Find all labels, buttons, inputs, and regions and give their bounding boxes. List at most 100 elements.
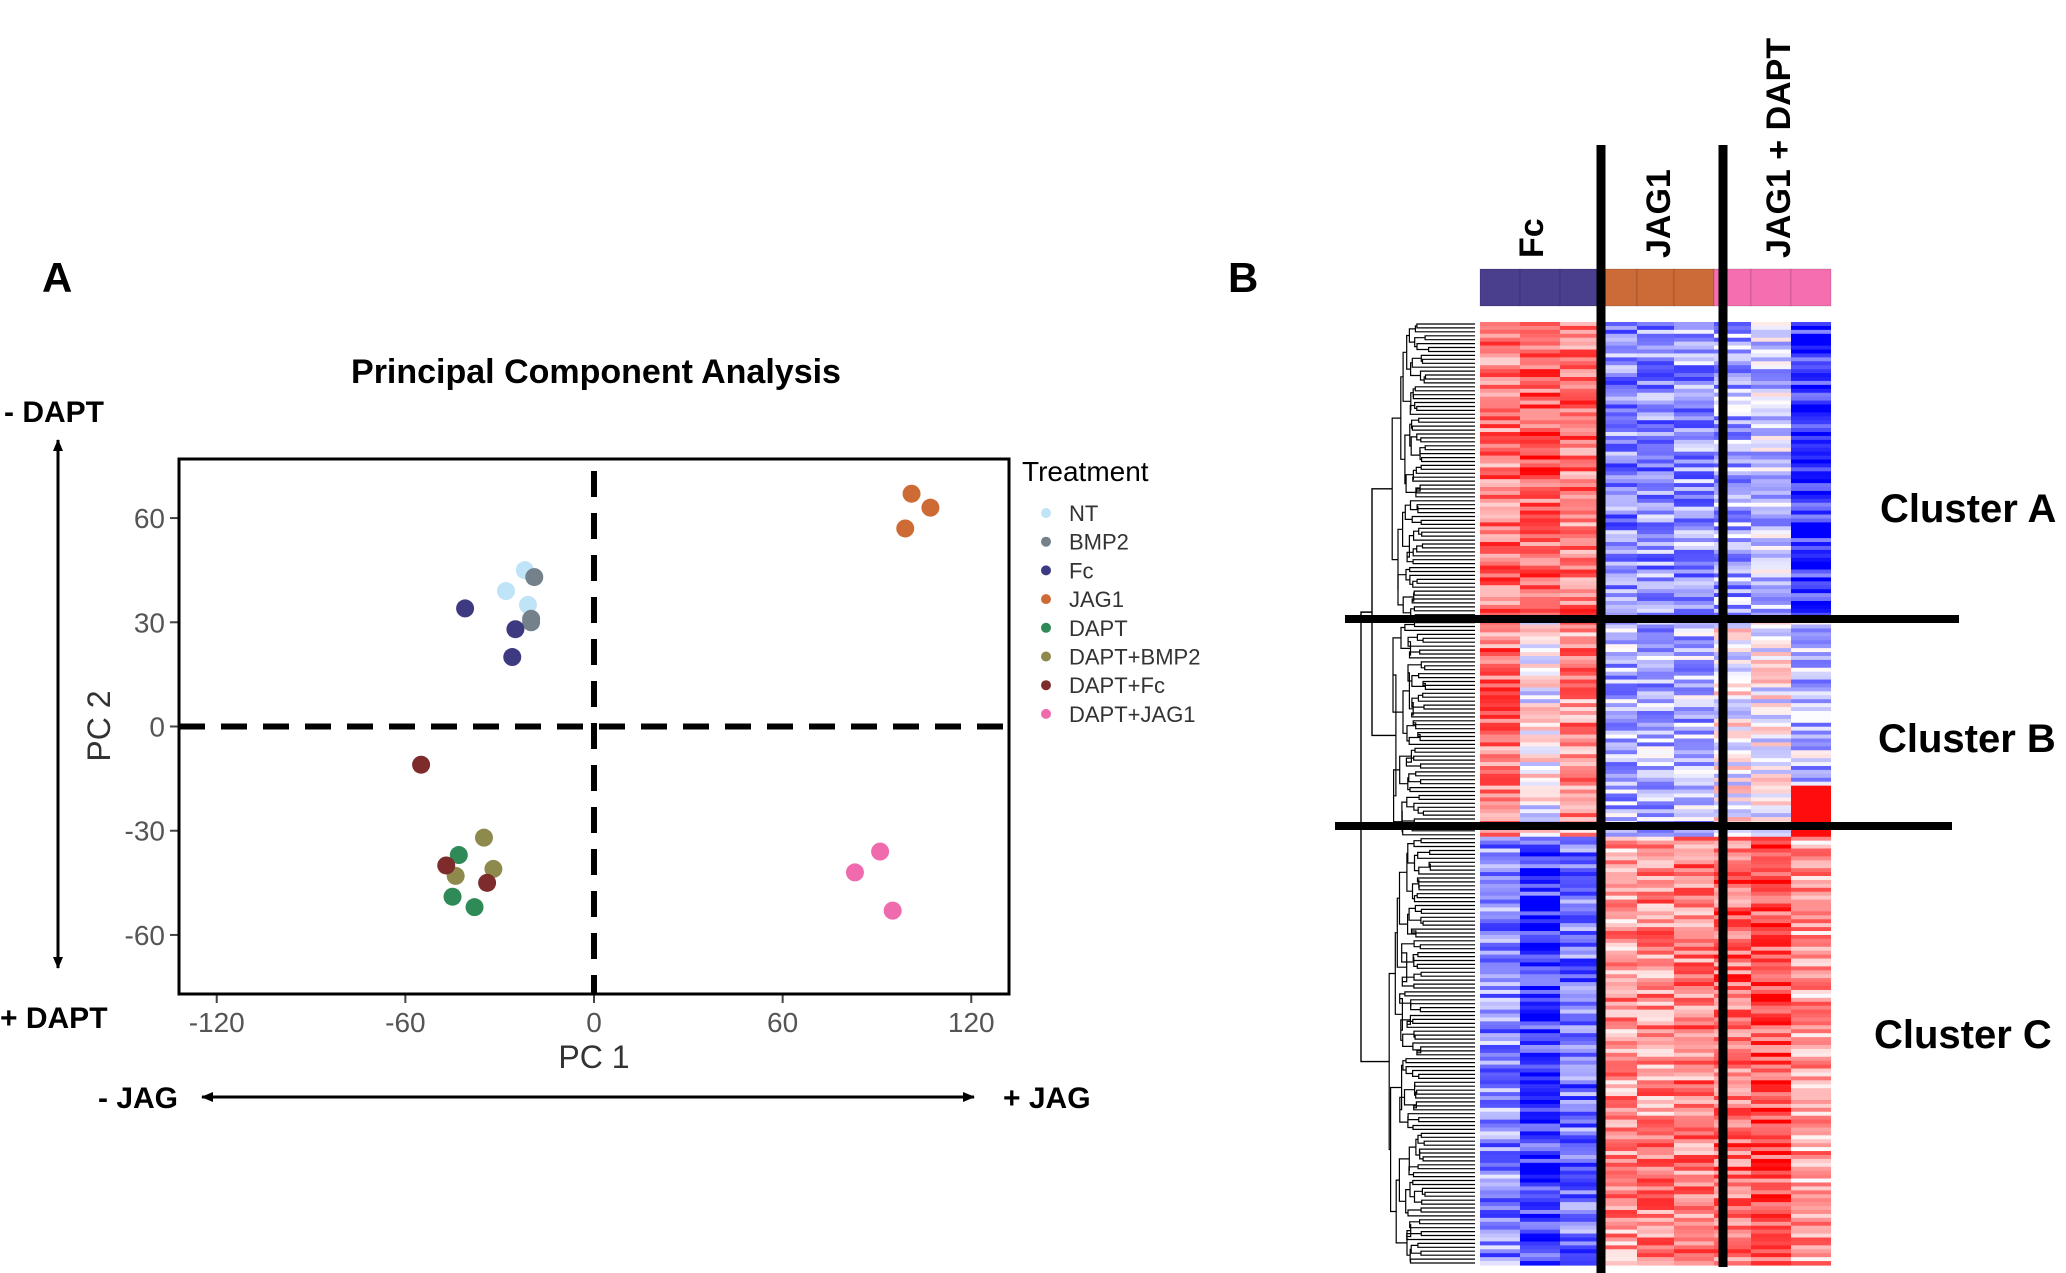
heatmap-cell: [1560, 1249, 1600, 1254]
heatmap-cell: [1791, 813, 1831, 818]
heatmap-cell: [1560, 597, 1600, 602]
heatmap-cell: [1480, 514, 1520, 520]
heatmap-cell: [1480, 652, 1520, 657]
heatmap-cell: [1637, 1213, 1674, 1219]
heatmap-cell: [1791, 1209, 1831, 1215]
heatmap-cell: [1520, 895, 1560, 901]
heatmap-cell: [1791, 1249, 1831, 1254]
heatmap-cell: [1480, 899, 1520, 905]
dendrogram-branch: [1399, 755, 1412, 785]
heatmap-cell: [1714, 840, 1751, 846]
heatmap-cell: [1674, 923, 1714, 928]
heatmap-cell: [1751, 758, 1791, 763]
heatmap-cell: [1560, 1245, 1600, 1250]
heatmap-cell: [1714, 369, 1751, 374]
heatmap-cell: [1751, 1064, 1791, 1070]
dendrogram-branch: [1422, 1156, 1475, 1162]
heatmap-cell: [1600, 927, 1637, 932]
heatmap-cell: [1637, 832, 1674, 838]
heatmap-cell: [1637, 813, 1674, 818]
heatmap-cell: [1714, 1257, 1751, 1262]
y-tick-label: -30: [125, 816, 165, 847]
heatmap-cell: [1751, 903, 1791, 909]
heatmap-cell: [1520, 1162, 1560, 1168]
heatmap-cell: [1637, 1166, 1674, 1172]
heatmap-cell: [1480, 1072, 1520, 1077]
heatmap-cell: [1751, 978, 1791, 983]
plus-jag-label: + JAG: [1003, 1082, 1091, 1115]
heatmap-cell: [1791, 679, 1831, 685]
heatmap-cell: [1791, 557, 1831, 563]
heatmap-cell: [1560, 872, 1600, 877]
heatmap-cell: [1674, 714, 1714, 720]
heatmap-cell: [1560, 1158, 1600, 1164]
heatmap-cell: [1674, 993, 1714, 999]
heatmap-cell: [1674, 380, 1714, 386]
heatmap: [1335, 145, 1959, 1273]
heatmap-cell: [1637, 671, 1674, 677]
heatmap-cell: [1714, 1225, 1751, 1231]
heatmap-cell: [1751, 494, 1791, 500]
heatmap-cell: [1480, 632, 1520, 637]
heatmap-cell: [1600, 510, 1637, 516]
heatmap-cell: [1480, 553, 1520, 559]
heatmap-cell: [1480, 738, 1520, 744]
dendrogram-branch: [1418, 885, 1475, 891]
heatmap-cell: [1714, 1174, 1751, 1180]
heatmap-cell: [1791, 455, 1831, 461]
heatmap-cell: [1560, 377, 1600, 382]
heatmap-cell: [1600, 412, 1637, 417]
heatmap-cell: [1674, 589, 1714, 594]
heatmap-cell: [1674, 1154, 1714, 1160]
heatmap-cell: [1480, 813, 1520, 818]
heatmap-cell: [1560, 817, 1600, 822]
heatmap-cell: [1480, 726, 1520, 732]
heatmap-cell: [1714, 828, 1751, 834]
heatmap-cell: [1791, 856, 1831, 861]
heatmap-cell: [1791, 565, 1831, 571]
heatmap-cell: [1637, 766, 1674, 771]
heatmap-cell: [1520, 868, 1560, 873]
dendrogram-branch: [1402, 511, 1410, 547]
heatmap-cell: [1637, 938, 1674, 944]
heatmap-cell: [1520, 589, 1560, 594]
legend-swatch: [1041, 565, 1051, 576]
heatmap-cell: [1637, 1080, 1674, 1085]
heatmap-cell: [1674, 333, 1714, 339]
heatmap-cell: [1600, 683, 1637, 689]
heatmap-cell: [1751, 997, 1791, 1003]
heatmap-cell: [1674, 361, 1714, 366]
heatmap-cell: [1600, 659, 1637, 665]
heatmap-cell: [1600, 1217, 1637, 1223]
heatmap-cell: [1714, 640, 1751, 645]
heatmap-cell: [1520, 1194, 1560, 1199]
heatmap-cell: [1714, 506, 1751, 512]
heatmap-cell: [1714, 934, 1751, 940]
heatmap-cell: [1751, 993, 1791, 999]
heatmap-cell: [1600, 986, 1637, 991]
heatmap-cell: [1674, 982, 1714, 987]
dendrogram-branch: [1413, 818, 1475, 824]
heatmap-cell: [1600, 475, 1637, 480]
heatmap-cell: [1600, 699, 1637, 704]
heatmap-cell: [1480, 746, 1520, 751]
heatmap-cell: [1637, 337, 1674, 343]
heatmap-cell: [1480, 1060, 1520, 1066]
point-jag1: [896, 519, 915, 538]
heatmap-cell: [1600, 435, 1637, 441]
dendrogram-branch: [1415, 488, 1475, 494]
heatmap-cell: [1714, 1253, 1751, 1258]
heatmap-cell: [1751, 801, 1791, 806]
heatmap-cell: [1674, 722, 1714, 728]
heatmap-cell: [1560, 487, 1600, 492]
heatmap-cell: [1714, 585, 1751, 590]
heatmap-cell: [1637, 530, 1674, 535]
dendrogram-branch: [1413, 895, 1475, 903]
heatmap-cell: [1600, 907, 1637, 912]
heatmap-cell: [1637, 1037, 1674, 1042]
heatmap-cell: [1520, 1052, 1560, 1058]
heatmap-cell: [1600, 707, 1637, 712]
heatmap-cell: [1480, 1202, 1520, 1207]
heatmap-cell: [1560, 671, 1600, 677]
heatmap-cell: [1751, 769, 1791, 775]
